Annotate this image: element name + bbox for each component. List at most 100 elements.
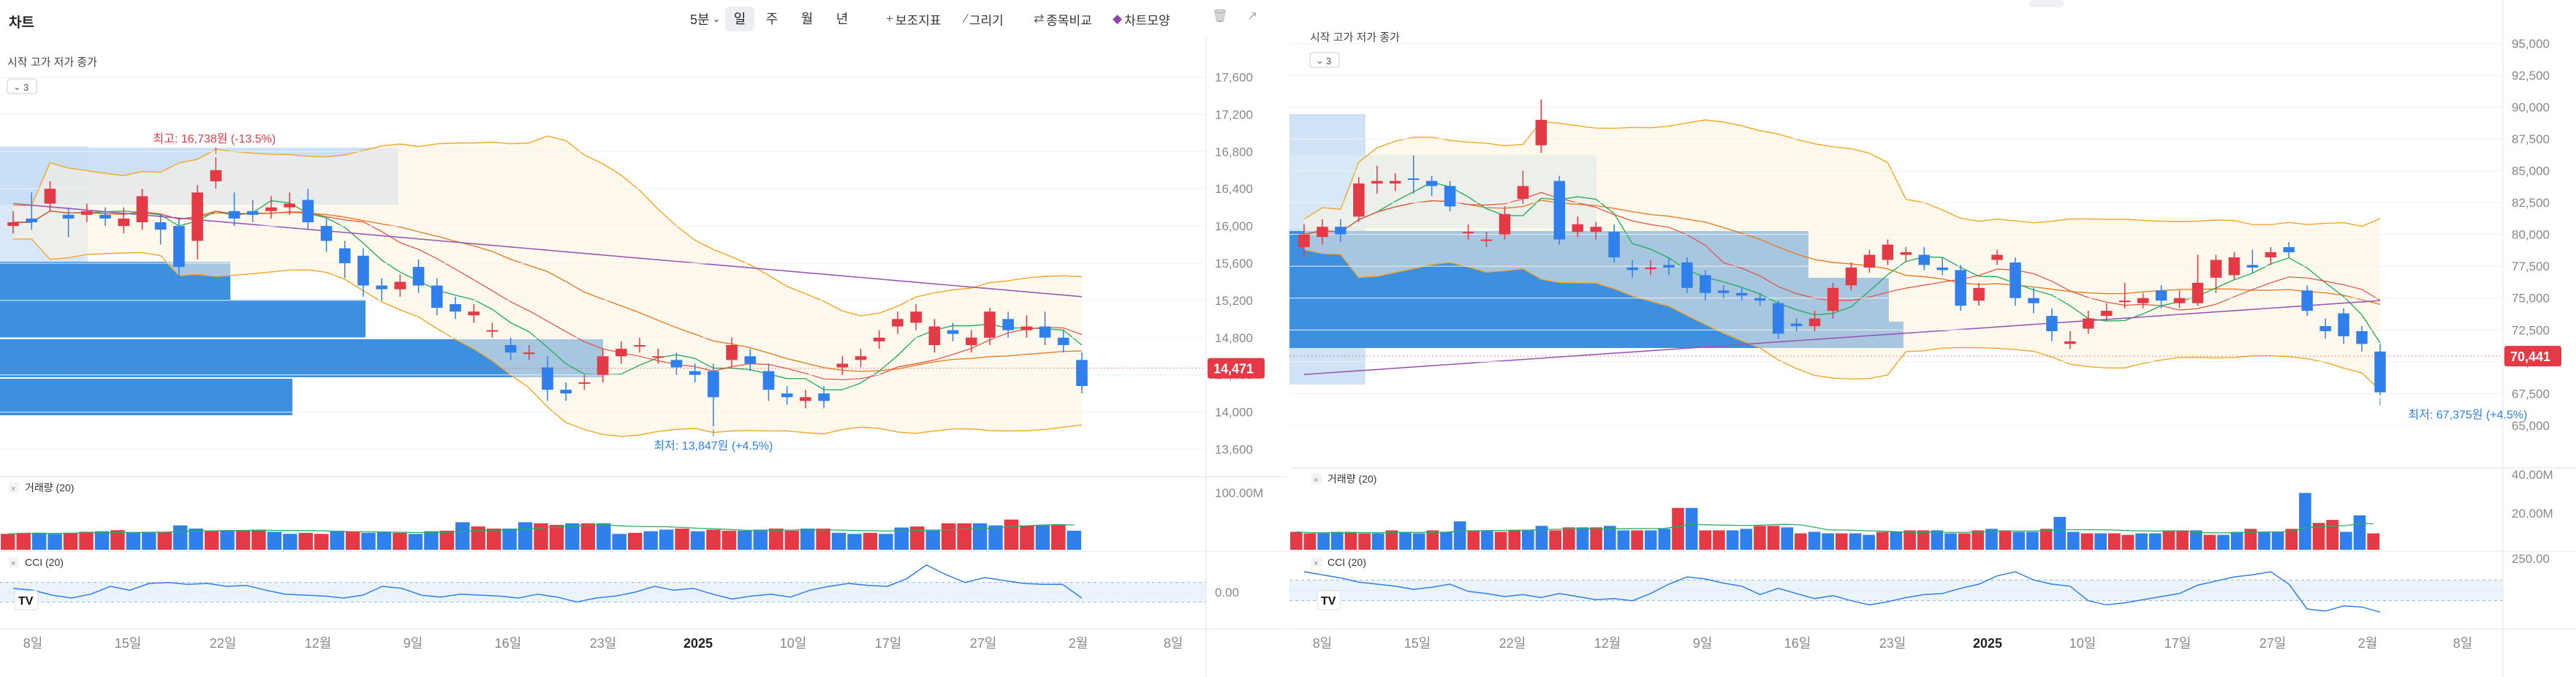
volume-bar — [142, 532, 156, 550]
chevron-down-icon: ⌄ — [712, 13, 721, 24]
candle-body — [228, 211, 240, 219]
tradingview-logo — [14, 590, 39, 610]
candle-body — [634, 345, 645, 347]
tool-chart-style-button[interactable]: ◆ 차트모양 — [1113, 8, 1170, 30]
volume-bar — [2176, 530, 2189, 550]
volume-bar — [2148, 533, 2162, 550]
candle-body — [2046, 316, 2058, 332]
volume-bar — [1740, 529, 1753, 550]
indicator-toggle[interactable] — [7, 78, 37, 94]
volume-average-line — [1296, 523, 2374, 534]
volume-bar — [659, 529, 674, 550]
candle-body — [2064, 341, 2076, 344]
candle-body — [1298, 234, 1310, 248]
volume-bar — [1971, 530, 1985, 550]
volume-bar — [1658, 529, 1671, 550]
volume-bar — [2067, 532, 2080, 550]
price-axis-tick: 77,500 — [2512, 260, 2550, 273]
candle-body — [2356, 331, 2368, 344]
tab-period-month[interactable]: 월 — [800, 12, 814, 26]
current-price-badge — [2504, 346, 2561, 367]
volume-bar — [580, 523, 596, 550]
cci-label: CCI (20) — [1327, 556, 1366, 568]
volume-bar — [769, 529, 784, 550]
expand-icon[interactable]: ↗ — [1247, 9, 1258, 23]
volume-bar — [534, 523, 548, 550]
volume-bar — [518, 522, 533, 550]
tool-compare-button[interactable]: ⇄ 종목비교 — [1034, 8, 1092, 30]
indicator-toggle[interactable] — [1309, 52, 1340, 68]
candle-body — [338, 248, 351, 263]
tool-draw-button[interactable]: ∕ 그리기 — [965, 8, 1004, 30]
volume-bar — [816, 529, 830, 550]
volume-bar — [549, 524, 564, 550]
volume-bar — [1944, 533, 1957, 550]
volume-bar — [1508, 530, 1521, 550]
volume-bar — [612, 534, 626, 550]
volume-bar — [283, 534, 298, 550]
candle-body — [2155, 290, 2167, 301]
volume-bar — [941, 523, 956, 550]
right-chart-canvas[interactable]: 시작 고가 저가 종가 ⌄ 3 95,000 92,500 90,000 87,500… — [1289, 0, 2576, 677]
time-axis-tick: 23일 — [1879, 636, 1906, 651]
interval-dropdown[interactable]: 5분 ⌄ — [684, 8, 726, 30]
candle-body — [1480, 239, 1493, 241]
volume-bar — [361, 532, 376, 550]
volume-bar — [1494, 532, 1507, 550]
volume-bar — [2367, 533, 2379, 550]
volume-bar — [2258, 532, 2270, 550]
collapse-cci-button[interactable] — [1311, 557, 1322, 567]
candle-body — [173, 226, 185, 268]
window-handle[interactable] — [2029, 0, 2064, 7]
candle-body — [910, 311, 922, 323]
volume-label: 거래량 (20) — [25, 482, 74, 493]
collapse-volume-button[interactable] — [9, 483, 19, 493]
tool-indicators-button[interactable]: + 보조지표 — [886, 8, 942, 30]
chart-header: 차트 5분 ⌄ 일 주 월 년 + 보조지표 ∕ 그리기 ⇄ 종목비교 — [0, 0, 1287, 38]
volume-bar — [2326, 520, 2339, 550]
volume-bar — [1863, 534, 1875, 550]
candle-body — [800, 397, 811, 401]
candle-body — [192, 192, 203, 241]
tab-period-week[interactable]: 주 — [765, 12, 779, 26]
volume-bar — [2285, 529, 2298, 550]
time-axis-tick: 16일 — [495, 636, 522, 651]
high-price-label: 최고: 16,738원 (-13.5%) — [153, 132, 276, 145]
volume-bar — [988, 525, 1003, 550]
moving-average-5-line — [13, 200, 1083, 390]
candle-body — [210, 170, 222, 181]
chevron-down-icon: ⌄ — [13, 81, 21, 92]
volume-bar — [424, 531, 439, 550]
price-axis-tick: 67,500 — [2512, 387, 2550, 401]
volume-bar — [2053, 517, 2067, 550]
trash-icon[interactable]: 🗑 — [1212, 9, 1228, 23]
volume-bar — [1822, 533, 1834, 550]
bollinger-band-fill — [1304, 120, 2380, 390]
candle-body — [1535, 119, 1548, 145]
current-price-label: 70,441 — [2510, 349, 2550, 364]
tab-period-year[interactable]: 년 — [836, 12, 849, 26]
collapse-cci-button[interactable] — [9, 557, 19, 567]
volume-bar — [2080, 533, 2094, 550]
bollinger-lower-line — [1303, 249, 2381, 391]
volume-bar — [1344, 532, 1357, 550]
price-axis-tick: 16,400 — [1215, 182, 1253, 196]
candle-body — [2228, 257, 2240, 276]
chevron-down-icon: ⌄ — [1316, 55, 1324, 66]
tradingview-logo — [1317, 590, 1341, 610]
bollinger-band-fill — [13, 136, 1082, 436]
volume-bar — [2340, 532, 2352, 550]
volume-bar — [1603, 526, 1616, 550]
volume-axis-tick: 20.00M — [2512, 507, 2553, 521]
candle-body — [670, 360, 683, 368]
tab-period-day[interactable]: 일 — [725, 7, 754, 31]
price-axis-tick: 17,200 — [1215, 107, 1253, 121]
time-axis-tick: 2025 — [683, 636, 713, 651]
low-price-label: 최저: 13,847원 (+4.5%) — [654, 439, 773, 453]
volume-bar — [1563, 527, 1575, 550]
left-chart-canvas[interactable]: 시작 고가 저가 종가 ⌄ 3 17,600 17,200 16,800 16,400… — [0, 0, 1287, 677]
volume-bar — [1481, 530, 1493, 550]
volume-bar — [675, 529, 689, 550]
collapse-volume-button[interactable] — [1311, 474, 1322, 484]
candle-body — [2246, 265, 2259, 268]
